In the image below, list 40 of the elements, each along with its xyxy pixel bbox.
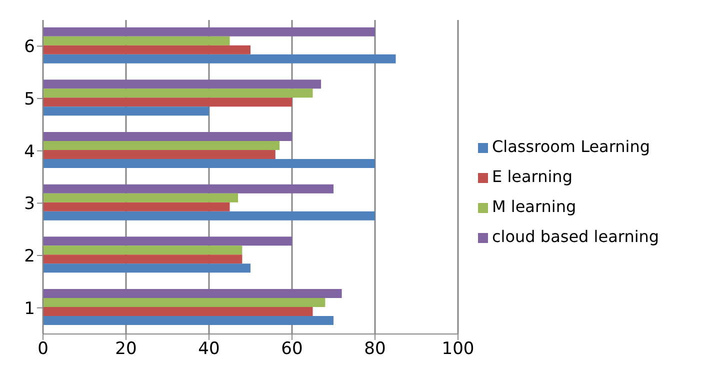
legend-label: cloud based learning (492, 227, 660, 246)
bar (43, 254, 242, 264)
legend-label: E learning (492, 167, 572, 186)
legend-label: M learning (492, 197, 576, 216)
bar (43, 193, 238, 202)
x-tick-label: 40 (198, 339, 220, 360)
y-tick-label: 1 (24, 298, 35, 319)
bar (43, 36, 230, 46)
legend-label: Classroom Learning (492, 137, 650, 156)
x-tick-label: 20 (115, 339, 137, 360)
bar (43, 202, 230, 212)
y-tick-label: 2 (24, 246, 35, 267)
bar (43, 132, 292, 141)
bar (43, 27, 375, 36)
bar (43, 184, 334, 194)
bar (43, 264, 250, 273)
bar (43, 150, 276, 159)
bar (43, 106, 209, 116)
bar (43, 140, 280, 150)
x-tick-label: 0 (38, 339, 48, 360)
x-tick-label: 100 (442, 339, 474, 360)
bar (43, 306, 313, 316)
bar (43, 316, 334, 325)
bar (43, 288, 342, 298)
x-tick-label: 80 (364, 339, 386, 360)
bar (43, 98, 292, 107)
bar (43, 80, 322, 89)
y-tick-label: 6 (24, 37, 35, 58)
y-tick-label: 5 (24, 90, 35, 110)
y-tick-label: 4 (24, 142, 35, 162)
bar (43, 298, 326, 307)
bar (43, 45, 250, 54)
bar (43, 246, 242, 255)
bar (43, 88, 313, 98)
x-tick-label: 60 (281, 339, 303, 360)
y-tick-label: 3 (24, 194, 35, 214)
bar (43, 54, 396, 64)
bar (43, 236, 292, 246)
bar (43, 158, 375, 168)
bar (43, 211, 375, 220)
